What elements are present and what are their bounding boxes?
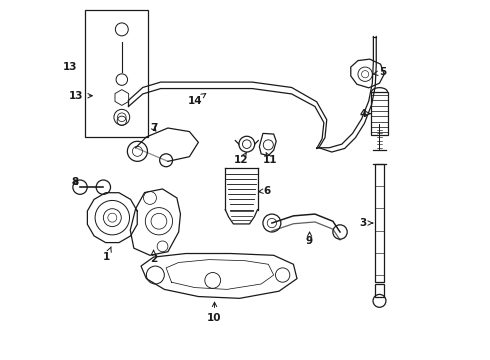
Text: 13: 13 xyxy=(63,62,77,72)
Text: 8: 8 xyxy=(71,177,78,187)
Bar xyxy=(85,10,148,137)
Text: 2: 2 xyxy=(150,250,157,264)
Bar xyxy=(375,164,384,282)
Text: 7: 7 xyxy=(150,123,157,133)
Text: 13: 13 xyxy=(69,91,92,101)
Text: 10: 10 xyxy=(207,302,222,323)
Text: 6: 6 xyxy=(259,186,270,196)
Polygon shape xyxy=(115,90,129,105)
Text: 14: 14 xyxy=(188,94,206,106)
Bar xyxy=(375,284,384,297)
Text: 1: 1 xyxy=(103,247,111,262)
Text: 4: 4 xyxy=(360,109,370,119)
Bar xyxy=(371,92,388,135)
Text: 9: 9 xyxy=(306,232,313,246)
Text: 11: 11 xyxy=(263,152,277,165)
Text: 3: 3 xyxy=(360,218,373,228)
Text: 5: 5 xyxy=(373,67,387,77)
Text: 12: 12 xyxy=(234,152,248,165)
